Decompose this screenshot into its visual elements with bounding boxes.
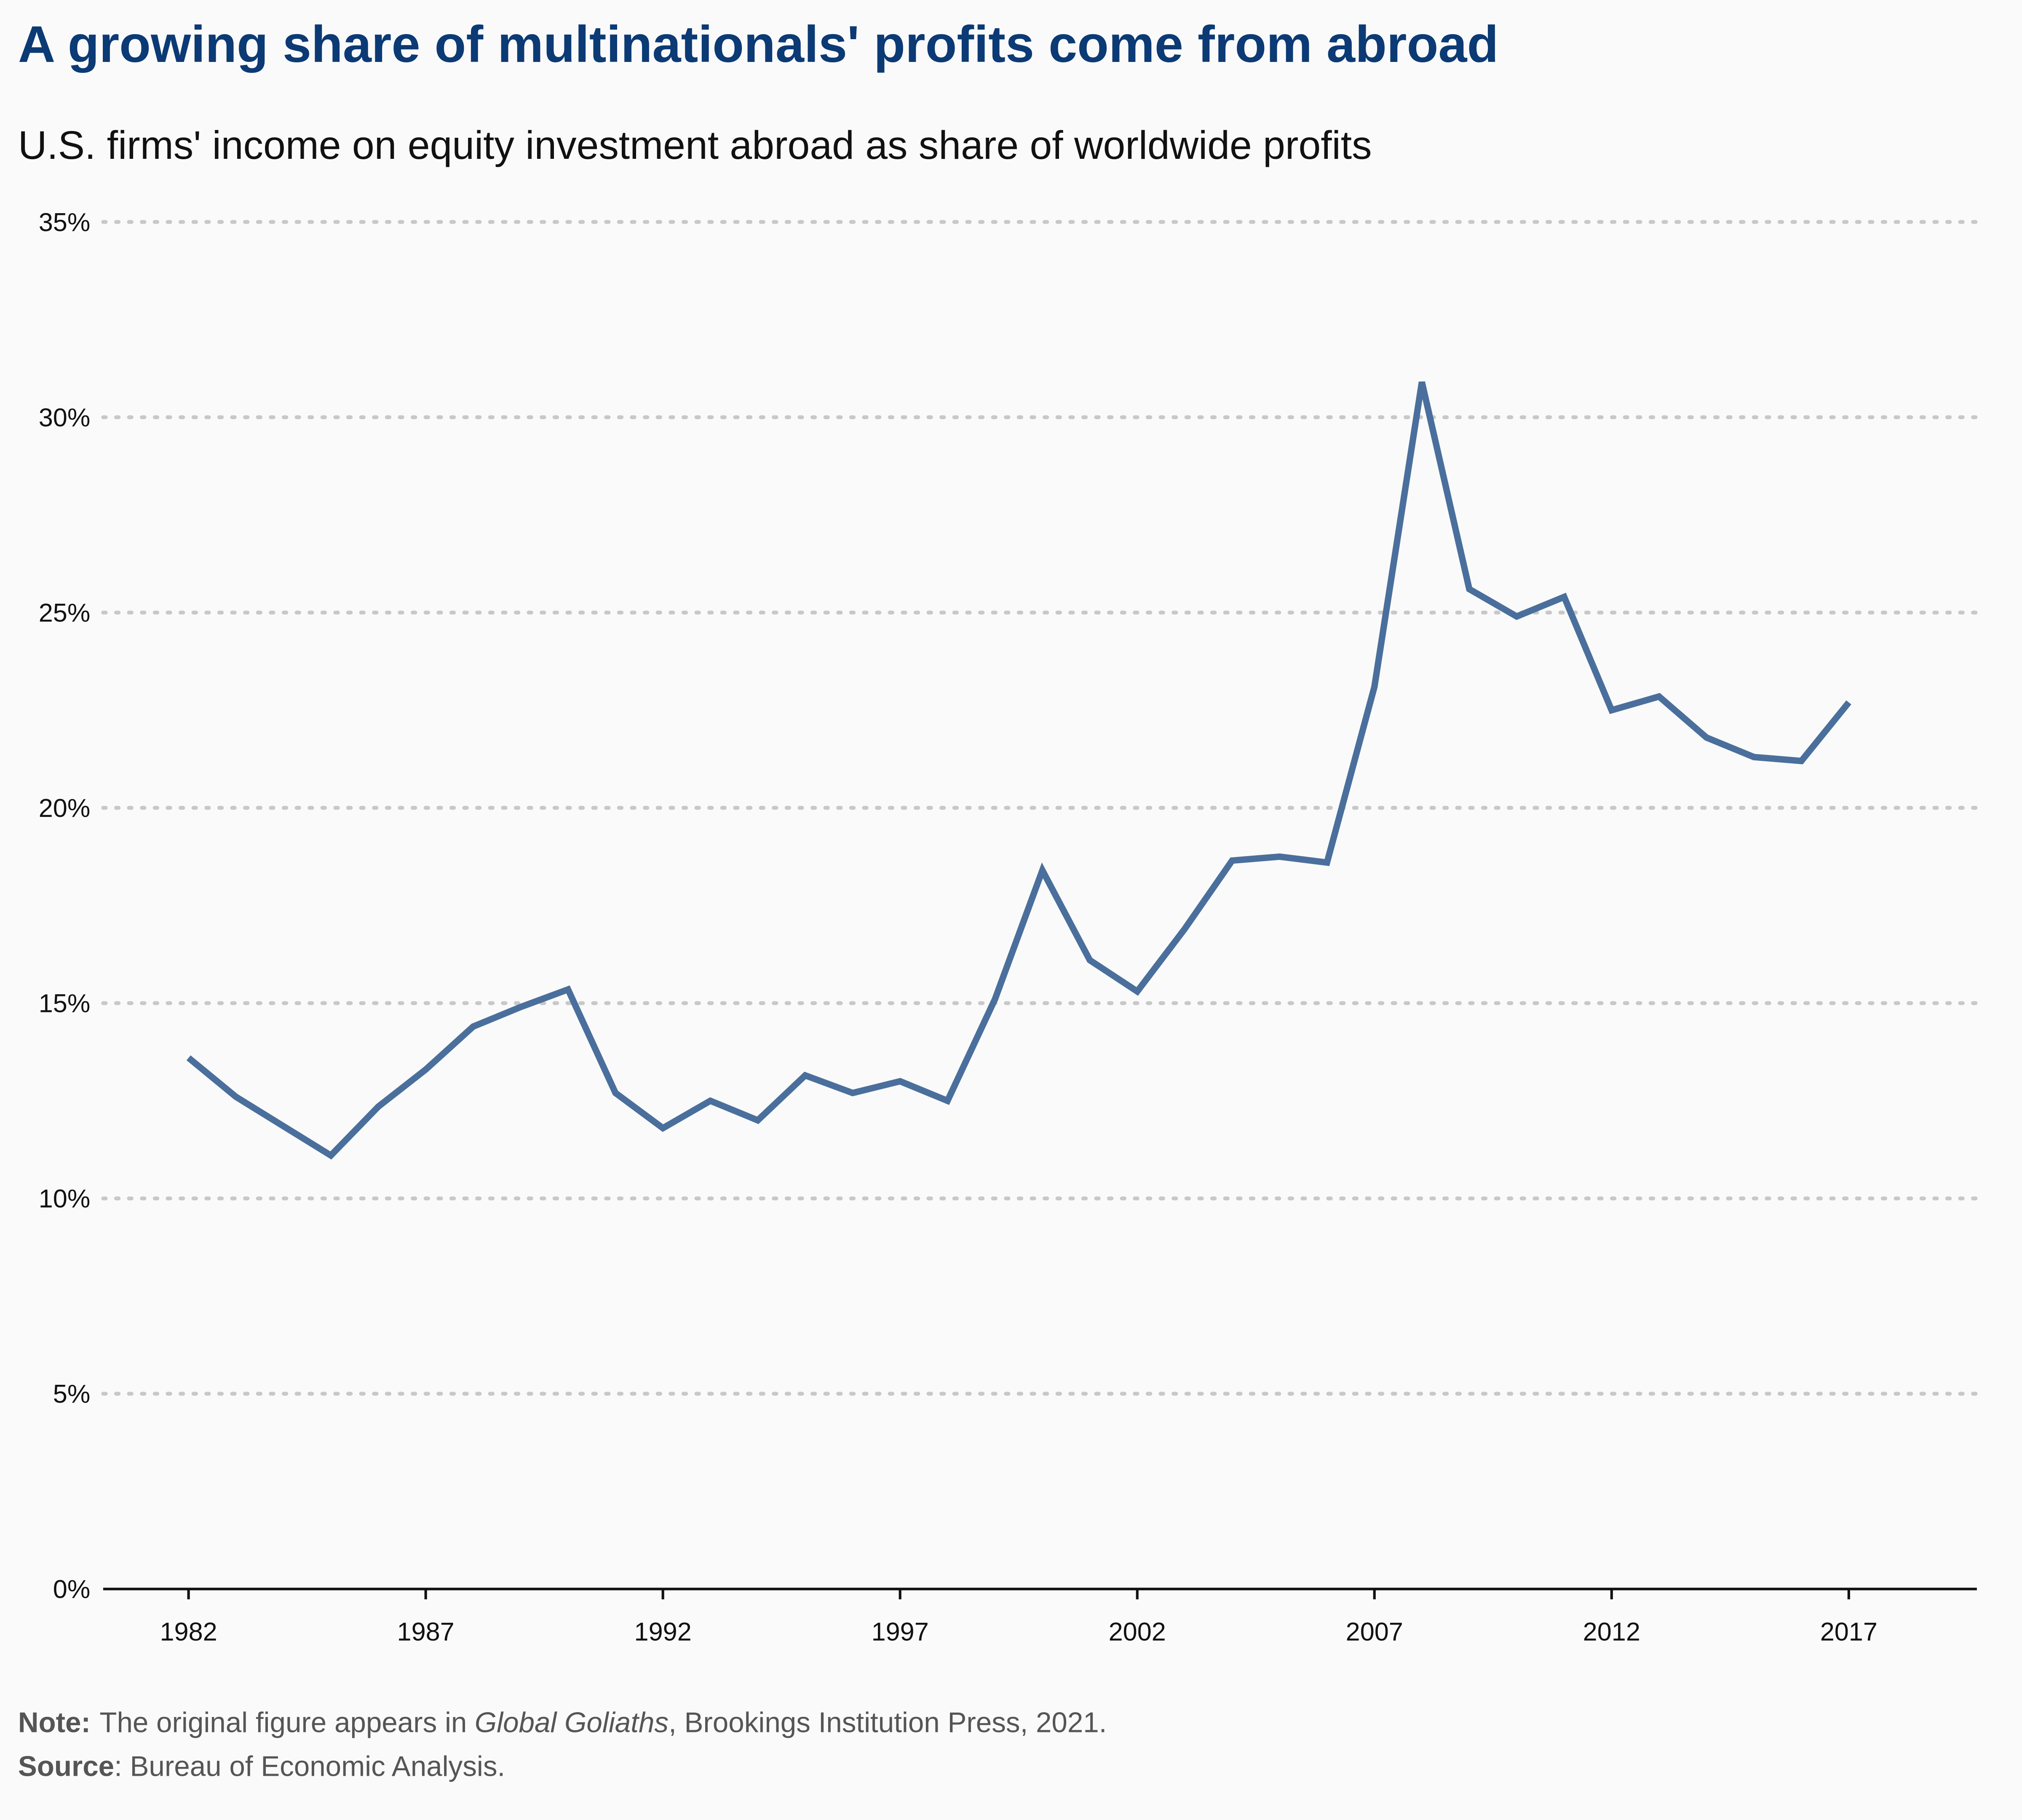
x-tick-label: 1982 — [160, 1617, 217, 1646]
y-tick-label: 0% — [53, 1575, 90, 1603]
x-tick-label: 2017 — [1820, 1617, 1878, 1646]
note-italic: Global Goliaths — [475, 1707, 669, 1739]
y-tick-label: 25% — [39, 598, 91, 627]
y-tick-label: 35% — [39, 208, 91, 236]
y-tick-label: 10% — [39, 1184, 91, 1213]
x-tick-label: 1997 — [872, 1617, 929, 1646]
note-text: , Brookings Institution Press, 2021. — [669, 1707, 1107, 1739]
y-tick-label: 30% — [39, 403, 91, 432]
note: Note: The original figure appears in Globa… — [18, 1707, 1107, 1739]
note-text: The original figure appears in — [99, 1707, 467, 1739]
note-label: Note: — [18, 1707, 91, 1739]
source-text: : Bureau of Economic Analysis. — [114, 1751, 505, 1783]
y-tick-label: 20% — [39, 794, 91, 822]
chart-title: A growing share of multinationals' profi… — [18, 15, 1498, 73]
data-line — [186, 381, 1851, 1160]
x-tick-label: 1992 — [634, 1617, 692, 1646]
x-tick-label: 2007 — [1346, 1617, 1403, 1646]
source-label: Source — [18, 1751, 114, 1783]
y-tick-label: 15% — [39, 989, 91, 1017]
source: Source: Bureau of Economic Analysis. — [18, 1751, 505, 1783]
x-tick-label: 1987 — [397, 1617, 455, 1646]
x-tick-label: 2002 — [1109, 1617, 1166, 1646]
chart-subtitle: U.S. firms' income on equity investment … — [18, 123, 1372, 168]
x-tick-label: 2012 — [1583, 1617, 1640, 1646]
y-tick-label: 5% — [53, 1380, 90, 1408]
